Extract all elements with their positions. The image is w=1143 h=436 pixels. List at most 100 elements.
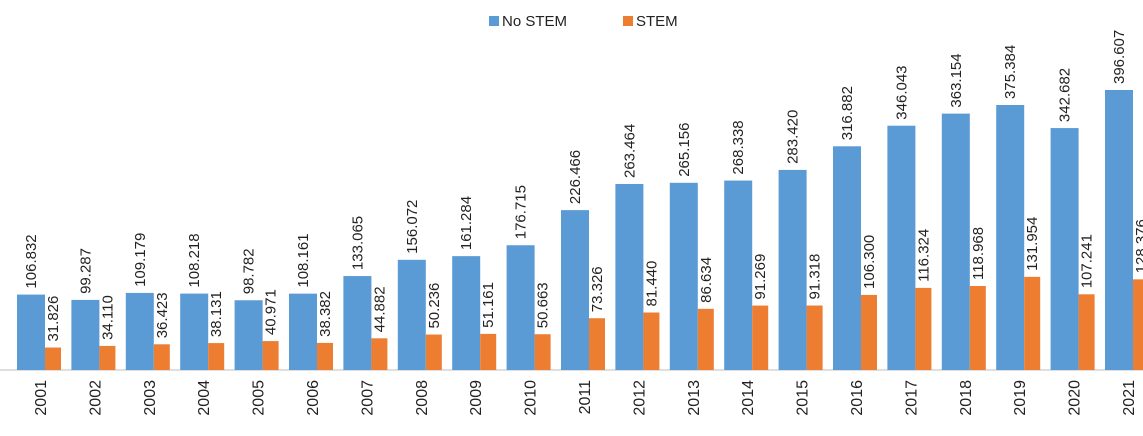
bar (806, 305, 823, 370)
x-tick-label: 2002 (87, 380, 104, 416)
data-label: 73.326 (589, 266, 606, 312)
bar (343, 276, 372, 370)
data-label: 44.882 (371, 286, 388, 332)
x-tick-label: 2014 (740, 380, 757, 416)
data-label: 38.382 (317, 291, 334, 337)
data-label: 50.663 (535, 282, 552, 328)
data-label: 51.161 (480, 282, 497, 328)
data-label: 363.154 (948, 53, 965, 107)
legend-label: No STEM (502, 13, 567, 30)
bar (915, 287, 932, 370)
bar (234, 300, 263, 370)
bar (589, 318, 605, 370)
data-label: 128.376 (1133, 219, 1143, 273)
bar (778, 169, 807, 370)
bar (724, 180, 753, 370)
bar (1133, 279, 1143, 370)
x-tick-label: 2020 (1067, 380, 1084, 416)
bar (17, 294, 45, 370)
bar (534, 334, 551, 370)
data-label: 268.338 (730, 120, 747, 174)
bar (833, 146, 861, 370)
bar (643, 312, 660, 370)
x-tick-label: 2008 (414, 380, 431, 416)
x-tick-label: 2018 (958, 380, 975, 416)
data-label: 133.065 (349, 216, 366, 270)
data-label: 36.423 (154, 292, 171, 338)
x-tick-label: 2007 (359, 380, 376, 416)
data-label: 116.324 (915, 229, 932, 282)
bar (1078, 294, 1095, 370)
data-label: 283.420 (785, 110, 802, 164)
legend-swatch (489, 16, 499, 26)
bar (371, 338, 388, 370)
bar (1105, 90, 1133, 370)
data-label: 106.300 (861, 235, 878, 289)
bar (262, 341, 279, 370)
bar (506, 245, 535, 370)
data-label: 346.043 (893, 65, 910, 119)
bar (561, 210, 589, 370)
bar (397, 259, 426, 370)
bar (697, 308, 714, 370)
data-label: 31.826 (45, 296, 62, 342)
bar (480, 333, 497, 370)
x-tick-label: 2016 (849, 380, 866, 416)
bar (71, 299, 100, 370)
data-label: 156.072 (404, 200, 421, 254)
bar (669, 182, 698, 370)
data-label: 375.384 (1002, 45, 1019, 99)
bar (317, 342, 333, 370)
data-label: 106.832 (23, 234, 40, 288)
x-tick-label: 2015 (795, 380, 812, 416)
bar (99, 345, 116, 370)
bar (941, 113, 970, 370)
x-tick-label: 2001 (33, 380, 50, 416)
bar (887, 125, 916, 370)
x-tick-label: 2006 (305, 380, 322, 416)
data-label: 176.715 (513, 185, 530, 239)
bar (180, 293, 209, 370)
data-label: 38.131 (208, 291, 225, 337)
data-label: 50.236 (426, 283, 443, 329)
data-label: 99.287 (77, 248, 94, 294)
data-label: 91.269 (752, 254, 769, 300)
data-label: 34.110 (99, 295, 116, 340)
x-tick-label: 2005 (251, 380, 268, 416)
bar (153, 344, 170, 370)
data-label: 263.464 (621, 124, 638, 178)
data-label: 107.241 (1079, 234, 1096, 288)
bar (969, 286, 986, 370)
data-label: 109.179 (132, 233, 149, 287)
data-label: 81.440 (643, 261, 660, 307)
data-label: 108.161 (295, 233, 312, 287)
data-label: 316.882 (839, 86, 856, 140)
bar (289, 293, 317, 370)
x-tick-label: 2021 (1121, 380, 1138, 416)
x-tick-label: 2011 (577, 380, 594, 415)
bar (996, 104, 1025, 371)
data-label: 342.682 (1057, 68, 1074, 122)
x-tick-label: 2004 (196, 380, 213, 416)
x-tick-label: 2009 (468, 380, 485, 416)
x-tick-label: 2017 (903, 380, 920, 416)
legend-label: STEM (636, 13, 678, 30)
bar (452, 256, 481, 370)
data-label: 226.466 (567, 150, 584, 204)
x-tick-label: 2003 (142, 380, 159, 416)
bar (425, 334, 442, 370)
data-label: 108.218 (186, 233, 203, 287)
data-label: 265.156 (676, 123, 693, 177)
x-tick-label: 2012 (631, 380, 648, 416)
data-label: 98.782 (241, 248, 258, 294)
data-label: 86.634 (698, 257, 715, 303)
bar (752, 305, 769, 370)
bar (1050, 128, 1079, 370)
x-tick-label: 2013 (686, 380, 703, 416)
bar (45, 347, 61, 370)
x-tick-label: 2019 (1012, 380, 1029, 416)
x-tick-label: 2010 (523, 380, 540, 416)
data-label: 118.968 (970, 227, 987, 280)
bar (1024, 276, 1041, 370)
